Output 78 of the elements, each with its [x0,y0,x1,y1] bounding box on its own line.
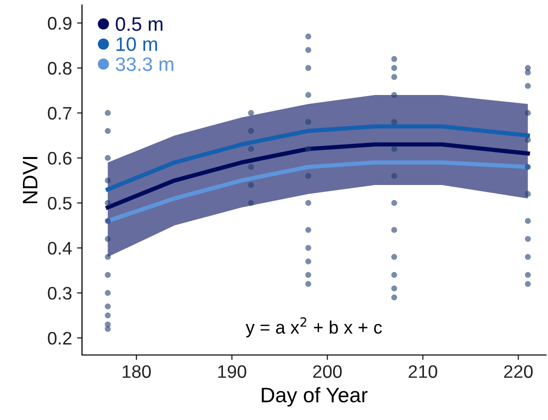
point [305,258,312,264]
line-series [106,160,530,224]
x-tick-label: 180 [122,365,151,378]
legend-label: 33.3 m [116,57,174,72]
point [524,65,531,71]
point [104,312,111,318]
point [248,164,254,170]
line-series [106,124,530,192]
point [524,137,531,143]
point [524,272,531,278]
point [104,303,111,310]
point [104,110,111,116]
point [248,110,254,116]
point [305,244,312,251]
point [305,173,312,179]
point [305,280,312,287]
point [104,155,111,161]
point [391,272,398,278]
y-tick-label: 0.4 [48,242,72,255]
point [391,285,398,292]
point [391,92,398,98]
point [305,200,312,206]
legend-label: 0.5 m [116,17,162,31]
point [248,200,254,206]
point [391,294,398,300]
point [305,34,312,40]
point [524,110,531,116]
line-series [106,142,530,210]
y-tick-label: 0.9 [48,16,72,30]
point [391,254,398,260]
point [305,119,312,125]
y-tick-label: 0.6 [48,152,72,165]
y-tick-label: 0.7 [48,106,72,120]
point [391,74,398,80]
x-tick-label: 200 [313,365,342,378]
point [104,236,111,242]
y-tick-label: 0.5 [48,196,72,210]
point [391,200,398,206]
y-axis-title: NDVI [22,157,38,204]
point [391,173,398,179]
point [104,178,111,184]
point [305,226,312,233]
point [524,236,531,242]
x-tick-label: 210 [408,365,438,378]
point [104,200,111,206]
point [524,280,531,287]
y-tick-label: 0.2 [48,332,72,345]
annotation: y = a x$^{2}$ + b x + c [246,317,382,338]
point [524,218,531,224]
y-tick-label: 0.8 [48,62,72,75]
point [524,191,531,197]
point [524,83,531,89]
point [104,321,111,328]
point [305,272,312,278]
point [524,164,531,170]
point [104,290,111,296]
point [391,226,398,233]
point [391,146,398,152]
point [104,128,111,134]
point [104,272,111,278]
point [305,47,312,53]
point [391,56,398,62]
x-tick-label: 190 [218,365,246,378]
x-axis-title: Day of Year [262,387,368,407]
point [305,65,312,71]
point [104,254,111,260]
point [305,146,312,152]
point [305,92,312,98]
point [524,254,531,260]
legend-label: 10 m [116,37,157,52]
point [391,119,398,125]
point [104,218,111,224]
y-tick-label: 0.3 [48,286,72,300]
point [391,65,398,71]
point [248,128,254,134]
point [248,146,254,152]
point [248,182,254,188]
x-tick-label: 220 [504,365,533,378]
